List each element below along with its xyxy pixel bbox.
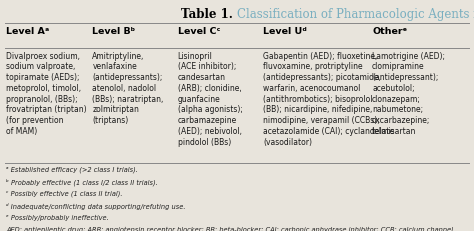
Text: Gabapentin (AED); fluoxetine,
fluvoxamine, protriptyline
(antidepressants); pico: Gabapentin (AED); fluoxetine, fluvoxamin… [263, 51, 394, 146]
Text: Lisinopril
(ACE inhibitor);
candesartan
(ARB); clonidine,
guanfacine
(alpha agon: Lisinopril (ACE inhibitor); candesartan … [178, 51, 243, 146]
Text: Level Aᵃ: Level Aᵃ [6, 27, 49, 36]
Text: Level Uᵈ: Level Uᵈ [263, 27, 307, 36]
Text: Classification of Pharmacologic Agents for Migraine Prophylaxis: Classification of Pharmacologic Agents f… [237, 8, 474, 21]
Text: AED: antiepileptic drug; ARB: angiotensin receptor blocker; BB: beta-blocker; CA: AED: antiepileptic drug; ARB: angiotensi… [6, 226, 453, 231]
Text: Otherᵉ: Otherᵉ [372, 27, 407, 36]
Text: Amitriptyline,
venlafaxine
(antidepressants);
atenolol, nadolol
(BBs); naratript: Amitriptyline, venlafaxine (antidepressa… [92, 51, 164, 125]
Text: ᵉ Possibly/probably ineffective.: ᵉ Possibly/probably ineffective. [6, 214, 109, 220]
Text: ᵇ Probably effective (1 class I/2 class II trials).: ᵇ Probably effective (1 class I/2 class … [6, 178, 158, 185]
Text: ᵃ Established efficacy (>2 class I trials).: ᵃ Established efficacy (>2 class I trial… [6, 166, 138, 172]
Text: Level Bᵇ: Level Bᵇ [92, 27, 136, 36]
Text: Lamotrigine (AED);
clomipramine
(antidepressant);
acebutolol;
clonazepam;
nabume: Lamotrigine (AED); clomipramine (antidep… [372, 51, 445, 135]
Text: ᵈ Inadequate/conflicting data supporting/refuting use.: ᵈ Inadequate/conflicting data supporting… [6, 202, 186, 209]
Text: Table 1.: Table 1. [181, 8, 237, 21]
Text: Level Cᶜ: Level Cᶜ [178, 27, 220, 36]
Text: Divalproex sodium,
sodium valproate,
topiramate (AEDs);
metoprolol, timolol,
pro: Divalproex sodium, sodium valproate, top… [6, 51, 87, 135]
Text: ᶜ Possibly effective (1 class II trial).: ᶜ Possibly effective (1 class II trial). [6, 190, 123, 196]
